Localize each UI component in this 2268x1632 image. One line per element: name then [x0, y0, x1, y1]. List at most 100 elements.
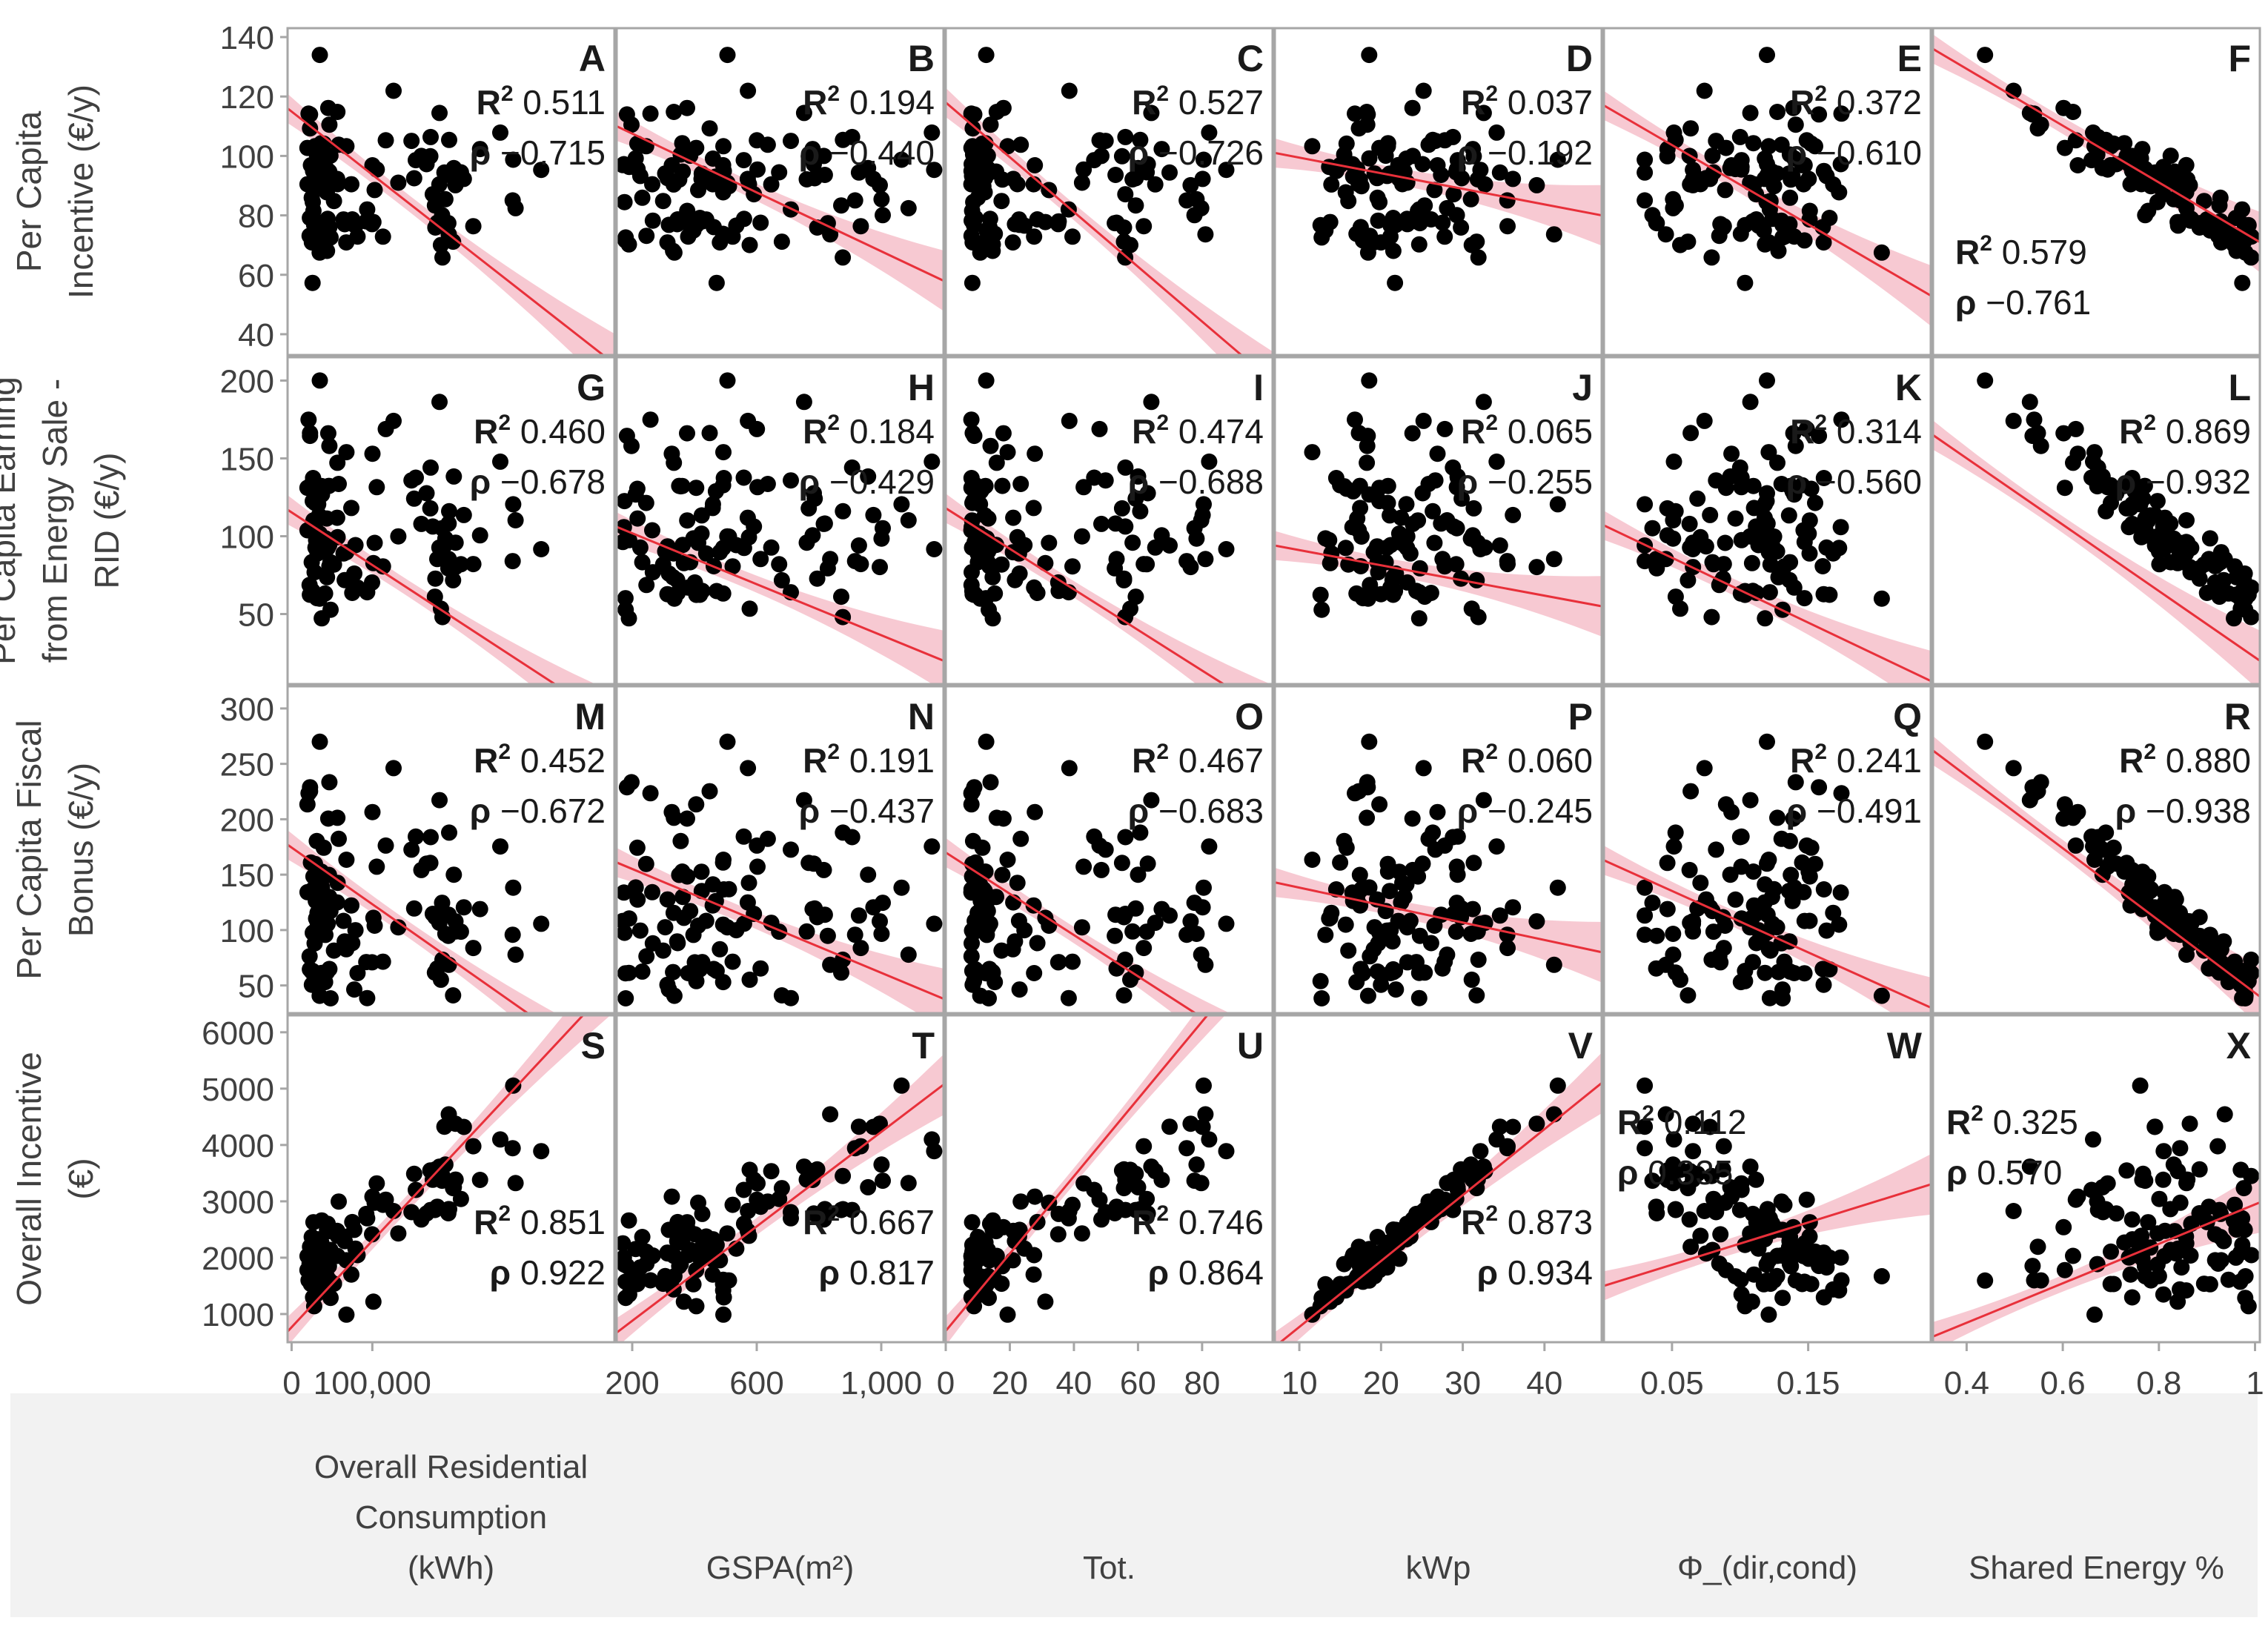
- data-point: [1783, 866, 1800, 883]
- fit-line: [288, 1015, 585, 1333]
- data-point: [1337, 916, 1354, 933]
- data-point: [2150, 165, 2167, 182]
- data-point: [638, 1255, 655, 1272]
- data-point: [1135, 218, 1153, 235]
- data-point: [1833, 105, 1850, 122]
- panel-frame: [944, 356, 1274, 686]
- data-point: [2067, 837, 2084, 854]
- data-point: [1748, 1171, 1765, 1188]
- data-point: [302, 477, 319, 494]
- data-point: [1218, 162, 1235, 179]
- data-point: [1648, 551, 1665, 568]
- rho-label: ρ −0.491: [1786, 792, 1922, 830]
- data-point: [644, 883, 660, 900]
- data-point: [1545, 226, 1562, 243]
- data-point: [1463, 971, 1480, 988]
- data-point: [1811, 106, 1828, 123]
- data-point: [715, 1306, 732, 1323]
- x-tick-label: 40: [1055, 1365, 1092, 1402]
- data-point: [338, 138, 355, 155]
- data-point: [1773, 1193, 1790, 1210]
- data-point: [1107, 167, 1124, 183]
- data-point: [1371, 193, 1388, 210]
- data-point: [301, 948, 318, 965]
- data-point: [426, 588, 443, 606]
- data-point: [1359, 454, 1376, 471]
- data-point: [1382, 537, 1399, 554]
- data-point: [1359, 987, 1376, 1004]
- data-point: [1147, 539, 1164, 556]
- data-point: [301, 577, 318, 594]
- panel-letter: X: [2226, 1025, 2251, 1067]
- data-point: [302, 210, 319, 226]
- data-point: [719, 47, 736, 64]
- fit-line: [1604, 104, 1931, 297]
- r-squared-exponent: 2: [1156, 1201, 1169, 1226]
- data-point: [316, 585, 334, 602]
- data-point: [1434, 960, 1451, 977]
- data-point: [1321, 531, 1338, 548]
- data-point: [1402, 912, 1419, 929]
- data-point: [1665, 453, 1682, 470]
- panel-letter: V: [1568, 1025, 1594, 1067]
- data-point: [390, 174, 407, 191]
- data-point: [1332, 477, 1349, 494]
- data-point: [1499, 192, 1516, 209]
- data-point: [1313, 990, 1330, 1006]
- data-point: [1093, 861, 1110, 878]
- panel-frame: [1273, 356, 1603, 686]
- rho-symbol: ρ: [1457, 133, 1478, 172]
- y-tick-label: 50: [238, 597, 274, 634]
- x-tick-label: 0.05: [1640, 1365, 1704, 1402]
- data-point: [660, 981, 677, 998]
- rho-symbol: ρ: [1617, 1153, 1638, 1192]
- panel-plot-area: [617, 372, 944, 684]
- data-point: [2157, 509, 2173, 526]
- data-point: [1026, 228, 1043, 245]
- data-point: [980, 165, 997, 182]
- data-point: [1733, 531, 1750, 548]
- data-point: [1009, 875, 1026, 892]
- data-point: [445, 866, 462, 883]
- data-point: [822, 1106, 839, 1123]
- r-squared-label: R2 0.511: [477, 82, 606, 122]
- r-squared-label: R2 0.880: [2119, 740, 2251, 780]
- x-tick-label: 0: [937, 1365, 955, 1402]
- r-squared-exponent: 2: [1642, 1101, 1654, 1126]
- data-point: [1352, 961, 1369, 978]
- data-point: [2237, 1290, 2254, 1307]
- data-point: [2123, 1211, 2141, 1228]
- data-point: [434, 520, 451, 537]
- data-point: [1073, 174, 1090, 191]
- panel-frame: [1932, 27, 2261, 356]
- data-point: [366, 534, 383, 551]
- data-point: [366, 918, 383, 934]
- data-point: [471, 141, 488, 158]
- data-point: [1499, 553, 1516, 570]
- panel-frame: [615, 685, 945, 1015]
- x-tick-label: 60: [1120, 1365, 1156, 1402]
- r-squared-value: 0.037: [1498, 83, 1593, 122]
- data-point: [875, 520, 891, 537]
- rho-symbol: ρ: [2115, 792, 2136, 830]
- data-point: [305, 493, 321, 510]
- data-point: [319, 99, 336, 116]
- data-point: [623, 116, 640, 133]
- data-point: [714, 225, 732, 242]
- data-point: [1161, 537, 1178, 554]
- data-point: [1352, 176, 1369, 193]
- data-point: [1637, 879, 1654, 896]
- data-point: [967, 210, 984, 226]
- data-point: [1733, 1286, 1750, 1303]
- data-point: [331, 1193, 347, 1210]
- data-point: [1122, 600, 1138, 617]
- data-point: [1491, 164, 1508, 181]
- data-point: [2195, 1276, 2212, 1293]
- data-point: [2067, 420, 2084, 437]
- data-point: [1768, 1267, 1785, 1284]
- rho-symbol: ρ: [1457, 462, 1478, 501]
- data-point: [759, 476, 776, 492]
- data-point: [714, 1276, 732, 1293]
- x-tick-label: 0.6: [2040, 1365, 2086, 1402]
- data-point: [1833, 411, 1850, 428]
